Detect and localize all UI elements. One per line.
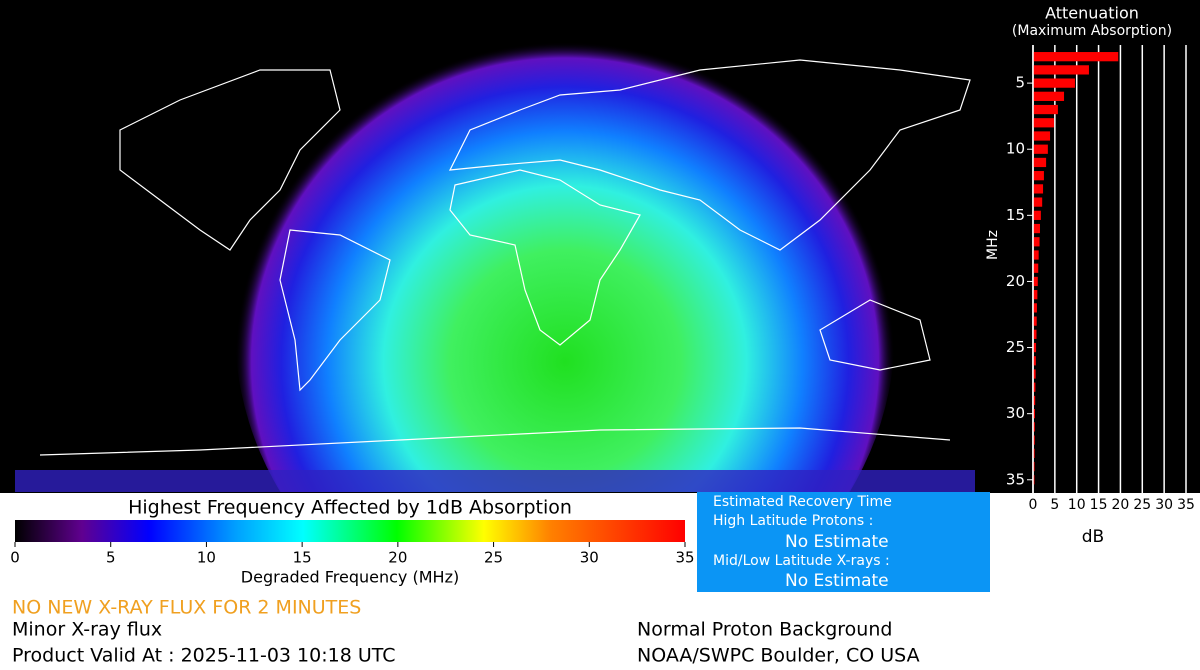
bar [1033,409,1035,419]
y-axis-label: MHz [985,230,1001,260]
coastlines [39,59,971,456]
x-tick-label: 5 [1050,497,1059,513]
bar [1033,157,1047,168]
absorption-region [235,40,895,492]
status-text: Product Valid At : 2025-11-03 10:18 UTC [12,645,396,667]
status-text: Minor X-ray flux [12,619,162,641]
bar [1033,144,1048,154]
recovery-label: Mid/Low Latitude X-rays : [713,553,890,569]
x-tick-label: 10 [1068,497,1086,513]
bar [1033,91,1065,101]
colorbar-tick-label: 15 [293,549,312,567]
chart-subtitle: (Maximum Absorption) [1012,23,1172,39]
bar [1033,65,1089,75]
chart-title: Attenuation [1045,4,1139,23]
bar [1033,223,1040,234]
y-tick-label: 10 [1006,140,1025,158]
bar [1033,276,1038,287]
x-tick-label: 25 [1133,497,1151,513]
bar [1033,197,1043,207]
bar [1033,356,1036,366]
y-tick-label: 30 [1006,404,1025,422]
x-tick-label: 15 [1090,497,1108,513]
bar [1033,171,1044,181]
x-tick-label: 35 [1177,497,1195,513]
colorbar-tick-label: 5 [106,549,116,567]
bar [1033,329,1037,339]
bar [1033,382,1036,392]
status-text: Normal Proton Background [637,619,892,641]
x-tick-label: 0 [1029,497,1038,513]
bar [1033,184,1044,194]
bar [1033,104,1058,115]
recovery-title: Estimated Recovery Time [713,494,892,510]
bar [1033,78,1075,88]
colorbar-tick-label: 0 [10,549,20,567]
colorbar-label: Degraded Frequency (MHz) [241,568,459,587]
bar [1033,461,1035,472]
y-tick-label: 15 [1006,206,1025,224]
bar [1033,52,1119,62]
bar [1033,435,1035,445]
recovery-label: High Latitude Protons : [713,513,873,529]
bar [1033,395,1036,406]
y-tick-label: 25 [1006,338,1025,356]
antarctic-band [15,470,975,492]
bar [1033,210,1041,220]
recovery-panel [697,492,990,592]
y-tick-label: 35 [1006,470,1025,488]
alert-text: NO NEW X-RAY FLUX FOR 2 MINUTES [12,597,361,619]
x-tick-label: 30 [1155,497,1173,513]
colorbar-tick-label: 20 [388,549,407,567]
y-tick-label: 5 [1015,74,1025,92]
bar [1033,316,1037,326]
bar [1033,237,1040,247]
colorbar [15,520,685,542]
status-text: NOAA/SWPC Boulder, CO USA [637,645,920,667]
bar [1033,118,1054,128]
y-tick-label: 20 [1006,272,1025,290]
bar [1033,290,1038,300]
colorbar-tick-label: 10 [197,549,216,567]
bar [1033,422,1035,432]
bar [1033,342,1037,353]
bar [1033,250,1039,260]
recovery-value: No Estimate [785,571,889,591]
map [15,40,975,492]
recovery-value: No Estimate [785,532,889,552]
colorbar-tick-label: 35 [675,549,694,567]
colorbar-title: Highest Frequency Affected by 1dB Absorp… [128,497,572,519]
colorbar-tick-label: 30 [580,549,599,567]
bar [1033,303,1037,313]
x-axis-label: dB [1082,527,1104,547]
x-tick-label: 20 [1112,497,1130,513]
bar [1033,369,1036,379]
colorbar-tick-label: 25 [484,549,503,567]
bar [1033,131,1051,141]
bar [1033,263,1039,273]
bar [1033,448,1035,458]
